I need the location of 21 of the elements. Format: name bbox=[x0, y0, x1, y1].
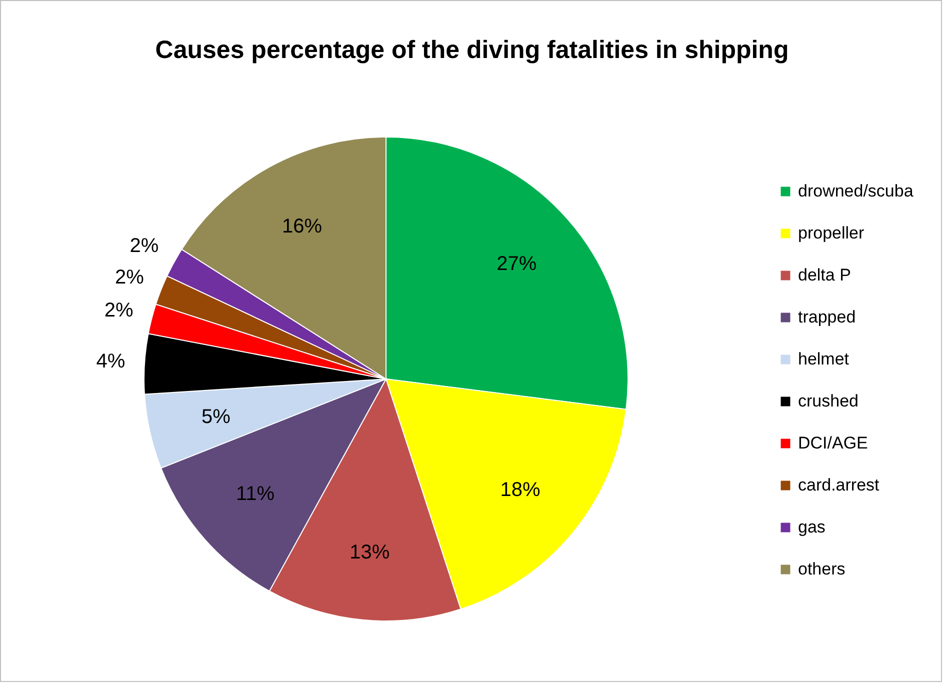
legend-label: gas bbox=[798, 518, 826, 536]
legend-label: card.arrest bbox=[798, 476, 880, 494]
chart-title: Causes percentage of the diving fatalities in shipping bbox=[155, 36, 789, 64]
data-label: 4% bbox=[96, 350, 126, 373]
data-label: 16% bbox=[282, 215, 322, 238]
legend-label: trapped bbox=[798, 308, 856, 326]
legend-label: delta P bbox=[798, 266, 851, 284]
legend-label: others bbox=[798, 560, 846, 578]
data-label: 2% bbox=[130, 235, 159, 258]
data-label: 18% bbox=[500, 479, 540, 502]
data-label: 2% bbox=[115, 266, 144, 288]
legend-label: helmet bbox=[798, 350, 850, 368]
data-label: 11% bbox=[236, 483, 275, 506]
legend-label: drowned/scuba bbox=[798, 182, 914, 200]
legend-label: crushed bbox=[798, 392, 858, 410]
legend-label: propeller bbox=[798, 224, 864, 242]
data-label: 2% bbox=[104, 299, 134, 322]
data-label: 27% bbox=[496, 252, 537, 275]
legend-label: DCI/AGE bbox=[798, 434, 868, 452]
data-label: 5% bbox=[202, 406, 231, 428]
data-label: 13% bbox=[350, 541, 390, 564]
